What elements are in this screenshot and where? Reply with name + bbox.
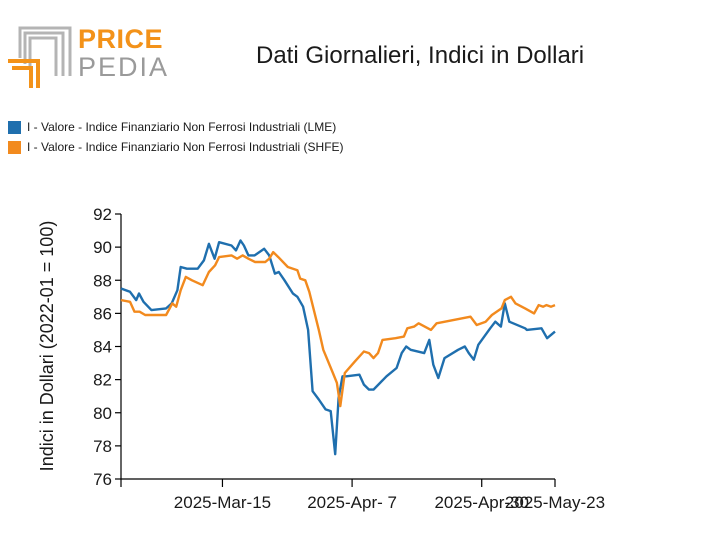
y-tick-label: 82 bbox=[93, 371, 112, 390]
y-tick-label: 86 bbox=[93, 304, 112, 323]
y-tick-label: 76 bbox=[93, 470, 112, 489]
x-tick-label: 2025-Apr- 7 bbox=[307, 493, 397, 512]
legend-label-shfe: I - Valore - Indice Finanziario Non Ferr… bbox=[27, 140, 344, 154]
y-tick-label: 80 bbox=[93, 404, 112, 423]
legend-label-lme: I - Valore - Indice Finanziario Non Ferr… bbox=[27, 120, 337, 134]
chart-axes: 76 78 80 82 84 86 88 90 92 2025-Mar-15 2025-Apr- 7… bbox=[93, 205, 605, 512]
logo-word-pedia: PEDIA bbox=[78, 52, 170, 82]
y-tick-label: 92 bbox=[93, 205, 112, 224]
pricepedia-logo: PRICE PEDIA bbox=[8, 24, 168, 94]
y-tick-label: 78 bbox=[93, 437, 112, 456]
series-line-shfe bbox=[120, 250, 556, 408]
y-tick-label: 84 bbox=[93, 338, 112, 357]
x-tick-label: 2025-Mar-15 bbox=[174, 493, 271, 512]
legend-swatch-shfe bbox=[8, 140, 21, 154]
chart-title: Dati Giornalieri, Indici in Dollari bbox=[256, 42, 585, 69]
legend-item-shfe[interactable]: I - Valore - Indice Finanziario Non Ferr… bbox=[8, 139, 344, 155]
legend-swatch-lme bbox=[8, 120, 21, 134]
legend-item-lme[interactable]: I - Valore - Indice Finanziario Non Ferr… bbox=[8, 119, 336, 135]
chart-series bbox=[120, 239, 556, 456]
logo-word-price: PRICE bbox=[78, 24, 164, 54]
y-axis-label: Indici in Dollari (2022-01 = 100) bbox=[37, 221, 57, 472]
y-tick-label: 88 bbox=[93, 271, 112, 290]
logo-mark-icon bbox=[8, 26, 72, 88]
series-line-lme bbox=[120, 239, 556, 456]
x-tick-label: 2025-Apr-30 bbox=[434, 493, 529, 512]
x-tick-label: 2025-May-23 bbox=[505, 493, 605, 512]
y-tick-label: 90 bbox=[93, 238, 112, 257]
